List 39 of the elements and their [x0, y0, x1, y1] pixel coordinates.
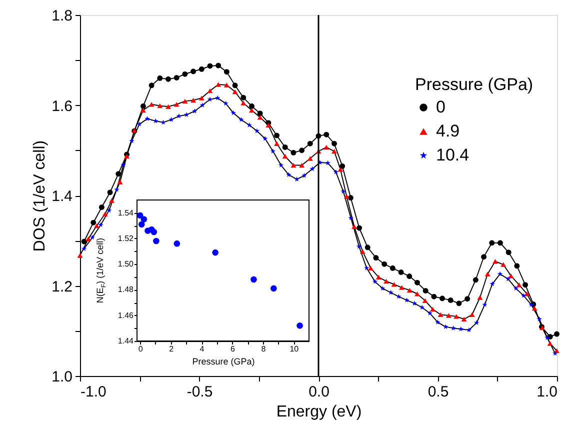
y-tick-label: 1.4	[52, 188, 72, 205]
point	[153, 238, 160, 244]
legend-label: 10.4	[436, 146, 470, 164]
point	[150, 228, 158, 236]
point	[250, 276, 257, 283]
x-tick-label: -1.0	[80, 384, 106, 400]
y-tick-label: 1.46	[118, 310, 134, 320]
point	[140, 216, 148, 222]
point	[136, 212, 144, 219]
x-axis-title: Energy (eV)	[276, 404, 362, 420]
legend-title: Pressure (GPa)	[415, 75, 534, 94]
x-tick-label: -0.5	[186, 384, 213, 400]
y-tick-label: 1.54	[118, 208, 134, 218]
y-tick-label: 1.2	[52, 278, 72, 296]
y-tick-label: 1.44	[118, 336, 134, 346]
legend-label: 4.9	[436, 122, 460, 140]
point	[296, 322, 303, 329]
x-tick-label: 10	[290, 344, 300, 354]
y-tick-label: 1.52	[118, 234, 134, 243]
x-tick-label: 6	[230, 344, 236, 354]
x-tick-label: 0	[138, 344, 144, 354]
y-tick-label: 1.8	[52, 8, 72, 24]
x-tick-label: 8	[261, 344, 266, 354]
x-tick-label: 0.5	[428, 384, 449, 400]
y-tick-label: 1.48	[118, 285, 134, 294]
point	[212, 249, 218, 256]
x-tick-label: 0.0	[308, 384, 330, 400]
y-axis-title: DOS (1/eV cell)	[32, 140, 49, 252]
x-axis-title: Pressure (GPa)	[192, 356, 255, 366]
y-tick-label: 1.0	[52, 368, 72, 386]
x-tick-label: 2	[169, 344, 174, 354]
x-tick-label: 4	[200, 344, 205, 354]
y-tick-label: 1.50	[118, 260, 134, 269]
point	[270, 285, 277, 292]
x-tick-label: 1.0	[536, 384, 558, 400]
point	[174, 240, 180, 247]
point	[138, 221, 145, 228]
y-tick-label: 1.6	[52, 98, 72, 115]
legend-label: 0	[436, 98, 446, 116]
